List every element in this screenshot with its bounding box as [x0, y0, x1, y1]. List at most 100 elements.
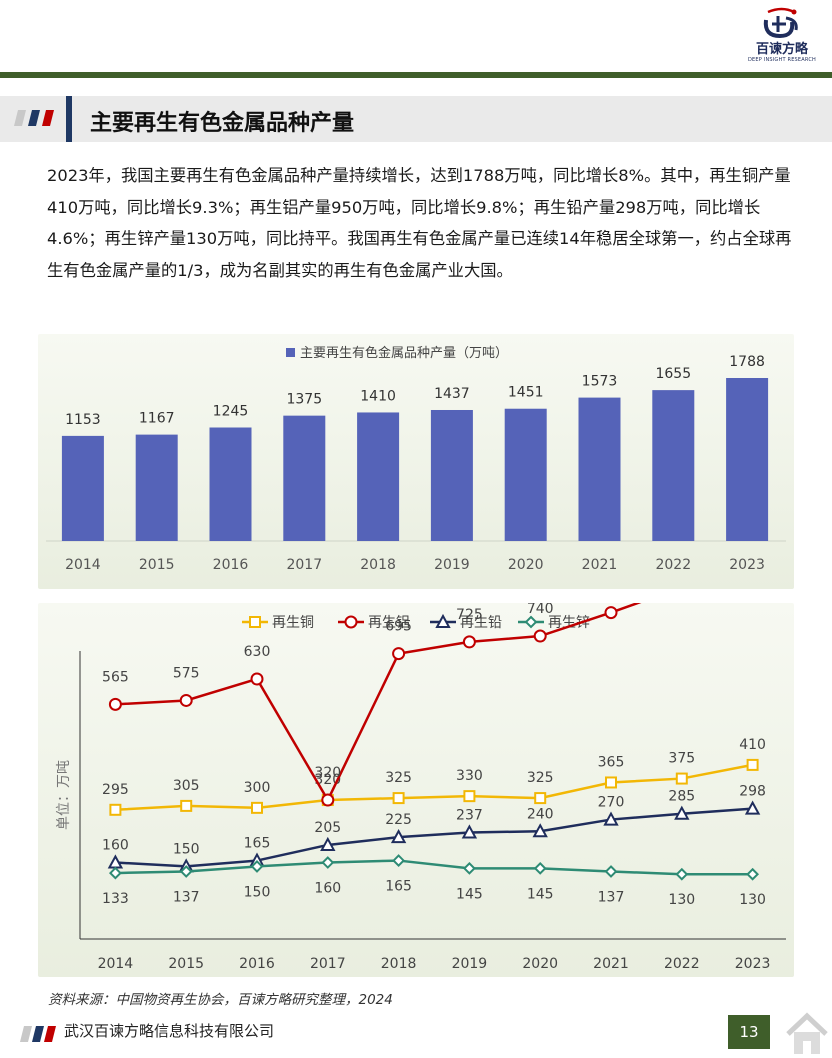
title-deco-navy — [28, 110, 40, 126]
x-tick-label: 2015 — [168, 956, 204, 972]
data-point — [532, 823, 548, 838]
data-label: 410 — [739, 737, 766, 753]
bar-value-label: 1245 — [213, 404, 249, 420]
data-point — [604, 606, 618, 620]
legend-marker-2 — [435, 613, 451, 628]
data-label: 130 — [668, 892, 695, 908]
page-number: 13 — [728, 1015, 770, 1049]
x-tick-label: 2022 — [664, 956, 700, 972]
x-tick-label: 2017 — [310, 956, 346, 972]
page-header: 百谏方略 DEEP INSIGHT RESEARCH — [0, 0, 832, 80]
legend-marker-1 — [344, 615, 358, 629]
title-deco-red — [42, 110, 54, 126]
data-point — [534, 792, 547, 805]
data-label: 725 — [456, 607, 483, 623]
data-label: 298 — [739, 784, 766, 800]
brand-tagline: DEEP INSIGHT RESEARCH — [748, 57, 816, 63]
data-point — [250, 860, 264, 873]
data-label: 285 — [668, 789, 695, 805]
data-label: 145 — [527, 886, 554, 902]
x-tick-label: 2019 — [434, 557, 470, 573]
data-label: 320 — [314, 765, 341, 781]
bar-value-label: 1788 — [729, 354, 765, 370]
bar-chart: 主要再生有色金属品种产量（万吨） 1153 2014 1167 2015 1245 2016… — [46, 345, 786, 573]
data-label: 365 — [598, 754, 625, 770]
header-divider — [0, 72, 832, 78]
legend-marker-0 — [249, 616, 261, 628]
series-line-1 — [115, 552, 754, 803]
data-point — [744, 800, 761, 815]
data-point — [392, 647, 406, 661]
data-point — [461, 824, 478, 839]
data-point — [462, 861, 476, 875]
data-label: 150 — [173, 841, 200, 857]
data-label: 150 — [244, 884, 271, 900]
x-tick-label: 2020 — [522, 956, 558, 972]
data-point — [250, 672, 264, 686]
home-icon[interactable] — [784, 1012, 830, 1056]
legend-marker-3 — [524, 615, 538, 629]
data-point — [321, 856, 335, 869]
data-point — [108, 866, 122, 880]
x-tick-label: 2016 — [239, 956, 275, 972]
bar-2014 — [61, 435, 104, 541]
data-label: 630 — [244, 644, 271, 660]
data-label: 237 — [456, 807, 483, 823]
data-point — [392, 854, 406, 867]
source-note: 资料来源：中国物资再生协会，百谏方略研究整理，2024 — [48, 992, 393, 1008]
x-tick-label: 2023 — [735, 956, 771, 972]
bar-value-label: 1437 — [434, 386, 470, 402]
data-point — [109, 803, 122, 816]
x-tick-label: 2017 — [286, 557, 322, 573]
bar-2019 — [430, 409, 473, 541]
data-label: 160 — [314, 881, 341, 897]
legend-label: 再生铝 — [368, 615, 410, 631]
x-tick-label: 2014 — [65, 557, 101, 573]
data-point — [462, 635, 476, 649]
data-point — [180, 799, 193, 812]
data-point — [321, 793, 335, 807]
data-point — [533, 629, 547, 643]
data-point — [251, 801, 263, 814]
data-label: 330 — [456, 768, 483, 784]
bar-value-label: 1655 — [655, 366, 691, 382]
data-point — [320, 836, 336, 851]
data-label: 137 — [173, 890, 200, 906]
data-label: 145 — [456, 886, 483, 902]
section-title: 主要再生有色金属品种产量 — [90, 111, 355, 136]
x-tick-label: 2022 — [655, 557, 691, 573]
data-label: 565 — [102, 669, 129, 685]
bar-2023 — [726, 378, 769, 541]
bar-2017 — [283, 415, 326, 541]
data-point — [179, 865, 193, 878]
line-chart-panel: 再生铜 再生铝 再生铅 再生锌 单位：万吨 2014 2015 2016 2017 2018 201… — [38, 519, 794, 977]
x-tick-label: 2023 — [729, 557, 765, 573]
bar-value-label: 1410 — [360, 388, 396, 404]
bar-2022 — [652, 390, 695, 541]
data-point — [108, 697, 122, 711]
page-footer: 武汉百谏方略信息科技有限公司 13 — [0, 1012, 832, 1058]
legend-swatch-production — [286, 348, 295, 357]
data-label: 137 — [598, 890, 625, 906]
data-label: 300 — [244, 780, 271, 796]
x-tick-label: 2021 — [582, 557, 618, 573]
data-point — [390, 829, 407, 844]
bar-value-label: 1375 — [286, 392, 322, 408]
brand-logo: 百谏方略 DEEP INSIGHT RESEARCH — [746, 6, 818, 70]
data-label: 575 — [173, 665, 200, 681]
bar-value-label: 1451 — [508, 385, 544, 401]
data-point — [746, 867, 760, 881]
data-point — [746, 758, 759, 771]
section-title-bar: 主要再生有色金属品种产量 — [0, 96, 832, 142]
x-tick-label: 2015 — [139, 557, 175, 573]
legend-label: 再生铅 — [460, 615, 502, 631]
y-axis-label: 单位：万吨 — [56, 760, 72, 830]
data-label: 165 — [244, 836, 271, 852]
legend-label-production: 主要再生有色金属品种产量（万吨） — [300, 345, 508, 361]
bar-2021 — [578, 397, 621, 541]
data-label: 133 — [102, 891, 129, 907]
bar-chart-panel: 主要再生有色金属品种产量（万吨） 1153 2014 1167 2015 1245 2016… — [38, 334, 794, 589]
bar-value-label: 1167 — [139, 411, 175, 427]
data-label: 130 — [739, 892, 766, 908]
